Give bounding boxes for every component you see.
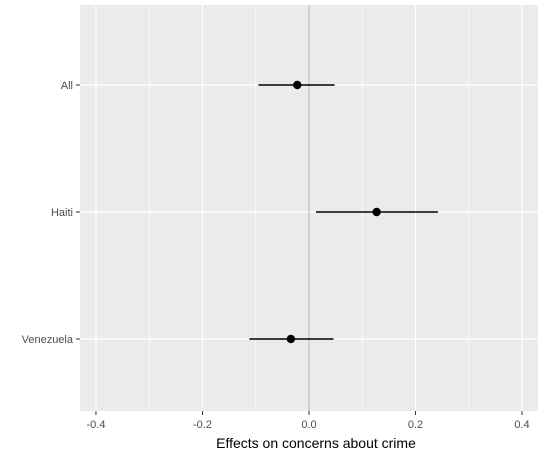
y-tick-label: Venezuela <box>22 334 74 346</box>
x-tick-label: 0.0 <box>301 419 316 431</box>
point-estimates <box>286 80 381 344</box>
x-axis-title: Effects on concerns about crime <box>216 435 416 451</box>
minor-gridlines <box>148 5 470 411</box>
point-estimate-all <box>293 80 302 90</box>
x-tick-label: -0.2 <box>193 419 212 431</box>
x-tick-label: -0.4 <box>86 419 105 431</box>
x-tick-label: 0.4 <box>514 419 529 431</box>
y-axis: All Haiti Venezuela <box>22 80 80 346</box>
x-tick-label: 0.2 <box>408 419 423 431</box>
point-estimate-venezuela <box>286 334 296 344</box>
point-estimate-haiti <box>372 207 381 217</box>
y-tick-label: Haiti <box>51 207 73 219</box>
y-tick-label: All <box>61 80 73 92</box>
x-axis: -0.4 -0.2 0.0 0.2 0.4 <box>86 411 530 431</box>
